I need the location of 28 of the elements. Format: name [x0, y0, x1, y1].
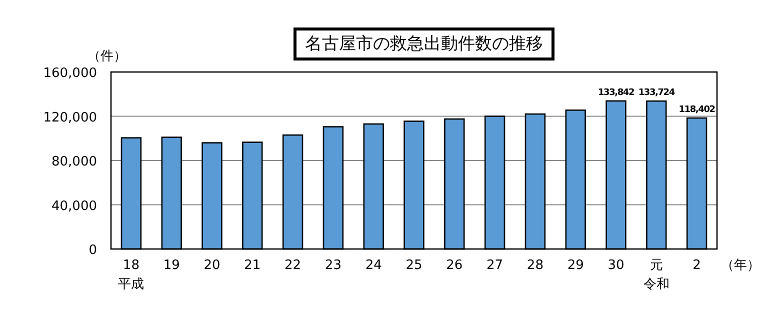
x-tick-label: 19: [163, 258, 180, 273]
x-tick-label: 2: [692, 258, 701, 273]
y-tick-label: 160,000: [43, 66, 97, 81]
x-tick-label: 元: [650, 258, 663, 273]
x-tick-label: 27: [486, 258, 504, 273]
x-tick-label: 26: [446, 258, 463, 273]
y-axis-title: （件）: [88, 49, 126, 64]
data-label: 133,842: [598, 88, 634, 98]
x-tick-label: 23: [324, 258, 342, 273]
text: 平成: [118, 277, 144, 292]
x-tick-label: 25: [406, 258, 422, 273]
x-tick-label: 28: [526, 258, 544, 273]
x-tick-label: 18: [122, 258, 140, 273]
text: 令和: [643, 277, 670, 292]
x-tick-label: 30: [608, 258, 624, 273]
y-tick-label: 40,000: [52, 198, 97, 214]
x-tick-label: 20: [204, 258, 220, 273]
y-tick-label: 120,000: [43, 110, 97, 126]
data-label: 118,402: [678, 105, 716, 116]
data-label: 133,724: [638, 88, 675, 98]
y-tick-label: 80,000: [52, 154, 97, 170]
x-tick-label: 24: [365, 258, 382, 273]
chart-title: 名古屋市の救急出動件数の推移: [305, 34, 543, 54]
x-axis-title: （年）: [721, 258, 757, 273]
x-tick-label: 29: [567, 258, 584, 273]
x-tick-label: 22: [284, 258, 302, 273]
y-tick-label: 0: [88, 243, 97, 258]
x-tick-label: 21: [244, 258, 261, 273]
